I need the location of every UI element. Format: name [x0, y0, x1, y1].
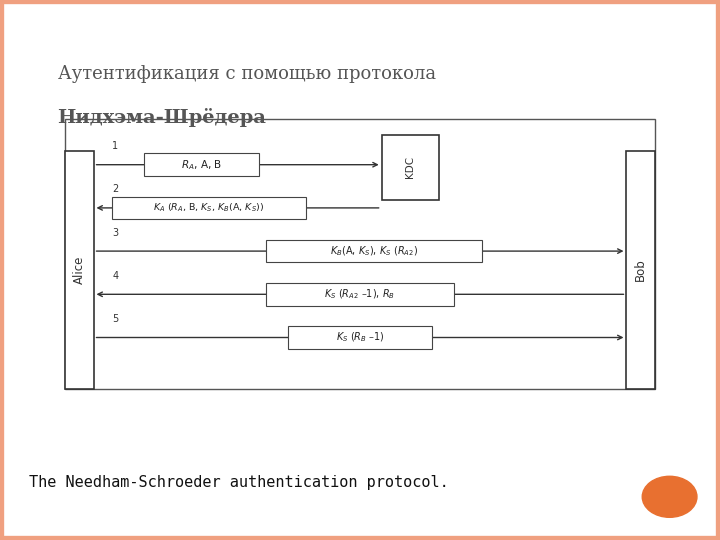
- Bar: [65, 151, 94, 389]
- Bar: [266, 240, 482, 262]
- Text: Аутентификация с помощью протокола: Аутентификация с помощью протокола: [58, 65, 436, 83]
- Text: Нидхэма-Шрёдера: Нидхэма-Шрёдера: [58, 108, 266, 127]
- Text: 5: 5: [112, 314, 118, 324]
- Text: Alice: Alice: [73, 256, 86, 284]
- Text: $K_B$(A, $K_S$), $K_S$ ($R_{A2}$): $K_B$(A, $K_S$), $K_S$ ($R_{A2}$): [330, 244, 418, 258]
- Text: The Needham-Schroeder authentication protocol.: The Needham-Schroeder authentication pro…: [29, 475, 449, 490]
- Bar: [65, 119, 655, 389]
- Text: $K_A$ ($R_A$, B, $K_S$, $K_B$(A, $K_S$)): $K_A$ ($R_A$, B, $K_S$, $K_B$(A, $K_S$)): [153, 201, 264, 214]
- Bar: [266, 283, 454, 306]
- Text: Bob: Bob: [634, 259, 647, 281]
- Bar: [288, 326, 432, 349]
- Text: $R_A$, A, B: $R_A$, A, B: [181, 158, 222, 172]
- Text: 3: 3: [112, 227, 118, 238]
- Text: 1: 1: [112, 141, 118, 151]
- Bar: [382, 135, 439, 200]
- Bar: [144, 153, 259, 176]
- Text: $K_S$ ($R_B$ –1): $K_S$ ($R_B$ –1): [336, 330, 384, 345]
- Bar: [626, 151, 655, 389]
- Text: 2: 2: [112, 184, 118, 194]
- Bar: [112, 197, 306, 219]
- Text: KDC: KDC: [405, 157, 415, 178]
- Text: 4: 4: [112, 271, 118, 281]
- Text: $K_S$ ($R_{A2}$ –1), $R_B$: $K_S$ ($R_{A2}$ –1), $R_B$: [325, 287, 395, 301]
- Circle shape: [642, 476, 697, 517]
